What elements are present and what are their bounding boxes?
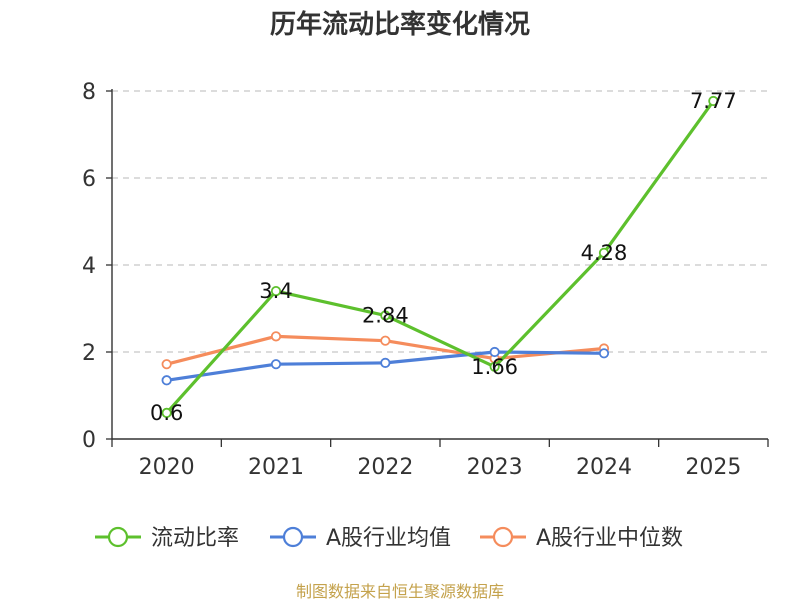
data-point xyxy=(380,335,391,346)
y-tick-label: 6 xyxy=(82,167,96,192)
data-label: 4.28 xyxy=(581,241,628,265)
data-label: 1.66 xyxy=(471,355,518,379)
data-label: 3.4 xyxy=(259,279,292,303)
x-tick-label: 2021 xyxy=(248,455,304,480)
data-point xyxy=(489,346,500,358)
data-point xyxy=(270,331,282,342)
x-tick-label: 2023 xyxy=(467,455,523,480)
data-point xyxy=(489,361,500,372)
data-label: 0.6 xyxy=(150,401,183,425)
legend: 流动比率 A股行业均值 A股行业中位数 xyxy=(95,526,683,551)
data-point xyxy=(161,407,172,418)
x-tick-label: 2025 xyxy=(685,455,741,480)
data-point xyxy=(708,95,719,107)
data-point xyxy=(380,357,391,368)
data-point xyxy=(598,348,610,359)
x-tick-label: 2024 xyxy=(576,455,632,480)
series-line xyxy=(165,100,715,414)
legend-item: 流动比率 xyxy=(95,526,239,551)
legend-item: A股行业均值 xyxy=(270,526,451,551)
data-point xyxy=(161,359,172,370)
legend-label: A股行业中位数 xyxy=(536,526,683,551)
y-tick-label: 8 xyxy=(82,80,96,105)
x-tick-label: 2022 xyxy=(357,455,413,480)
y-tick-label: 0 xyxy=(82,428,96,453)
data-point xyxy=(270,285,282,297)
legend-item: A股行业中位数 xyxy=(480,526,683,551)
data-point xyxy=(270,359,282,370)
legend-label: A股行业均值 xyxy=(326,526,451,551)
grid-lines xyxy=(112,90,768,353)
y-tick-label: 2 xyxy=(82,341,96,366)
data-label: 7.77 xyxy=(690,89,737,113)
data-label: 2.84 xyxy=(362,303,409,327)
series-layer xyxy=(161,95,719,418)
x-tick-label: 2020 xyxy=(139,455,195,480)
data-point xyxy=(380,310,391,321)
legend-marker-icon xyxy=(282,526,304,548)
data-point xyxy=(161,375,172,386)
data-point xyxy=(598,247,610,258)
legend-marker-icon xyxy=(107,526,129,548)
chart-title: 历年流动比率变化情况 xyxy=(270,9,530,40)
series-0 xyxy=(161,95,719,418)
data-labels: 0.6 3.4 2.84 1.66 4.28 7.77 xyxy=(150,89,737,425)
data-source-note: 制图数据来自恒生聚源数据库 xyxy=(296,582,504,600)
series-1 xyxy=(161,346,610,386)
legend-label: 流动比率 xyxy=(151,526,239,551)
y-tick-label: 4 xyxy=(82,254,96,279)
axes: 0 2 4 6 8 2020 2021 2022 2023 2024 2025 xyxy=(82,80,769,480)
legend-marker-icon xyxy=(492,526,514,548)
